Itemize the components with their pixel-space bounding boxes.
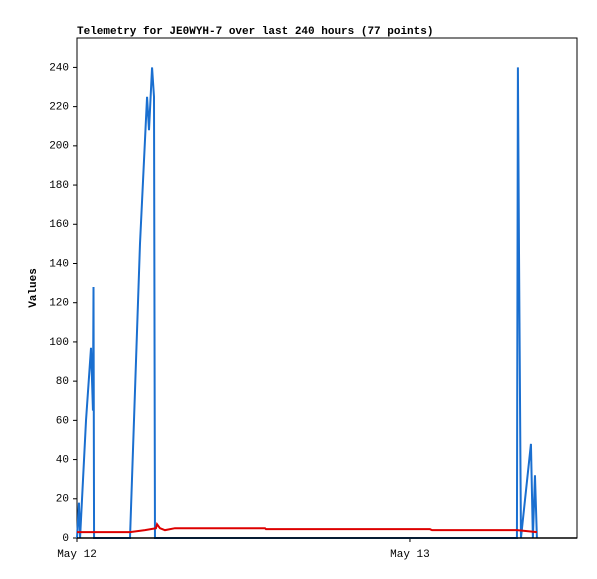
y-tick-label: 200	[49, 141, 69, 153]
y-tick-label: 220	[49, 102, 69, 114]
y-tick-label: 20	[56, 494, 69, 506]
chart-title: Telemetry for JE0WYH-7 over last 240 hou…	[77, 26, 433, 38]
y-tick-label: 100	[49, 337, 69, 349]
series-line	[76, 67, 538, 539]
y-tick-label: 80	[56, 376, 69, 388]
y-axis-label: Values	[28, 268, 40, 308]
y-tick-label: 180	[49, 180, 69, 192]
y-tick-label: 160	[49, 219, 69, 231]
y-tick-label: 0	[62, 533, 69, 545]
x-tick-label: May 13	[390, 549, 430, 561]
y-tick-label: 140	[49, 258, 69, 270]
x-tick-label: May 12	[57, 549, 97, 561]
series-line	[77, 522, 538, 534]
y-tick-label: 120	[49, 298, 69, 310]
y-tick-label: 60	[56, 415, 69, 427]
y-tick-label: 240	[49, 62, 69, 74]
y-tick-label: 40	[56, 454, 69, 466]
